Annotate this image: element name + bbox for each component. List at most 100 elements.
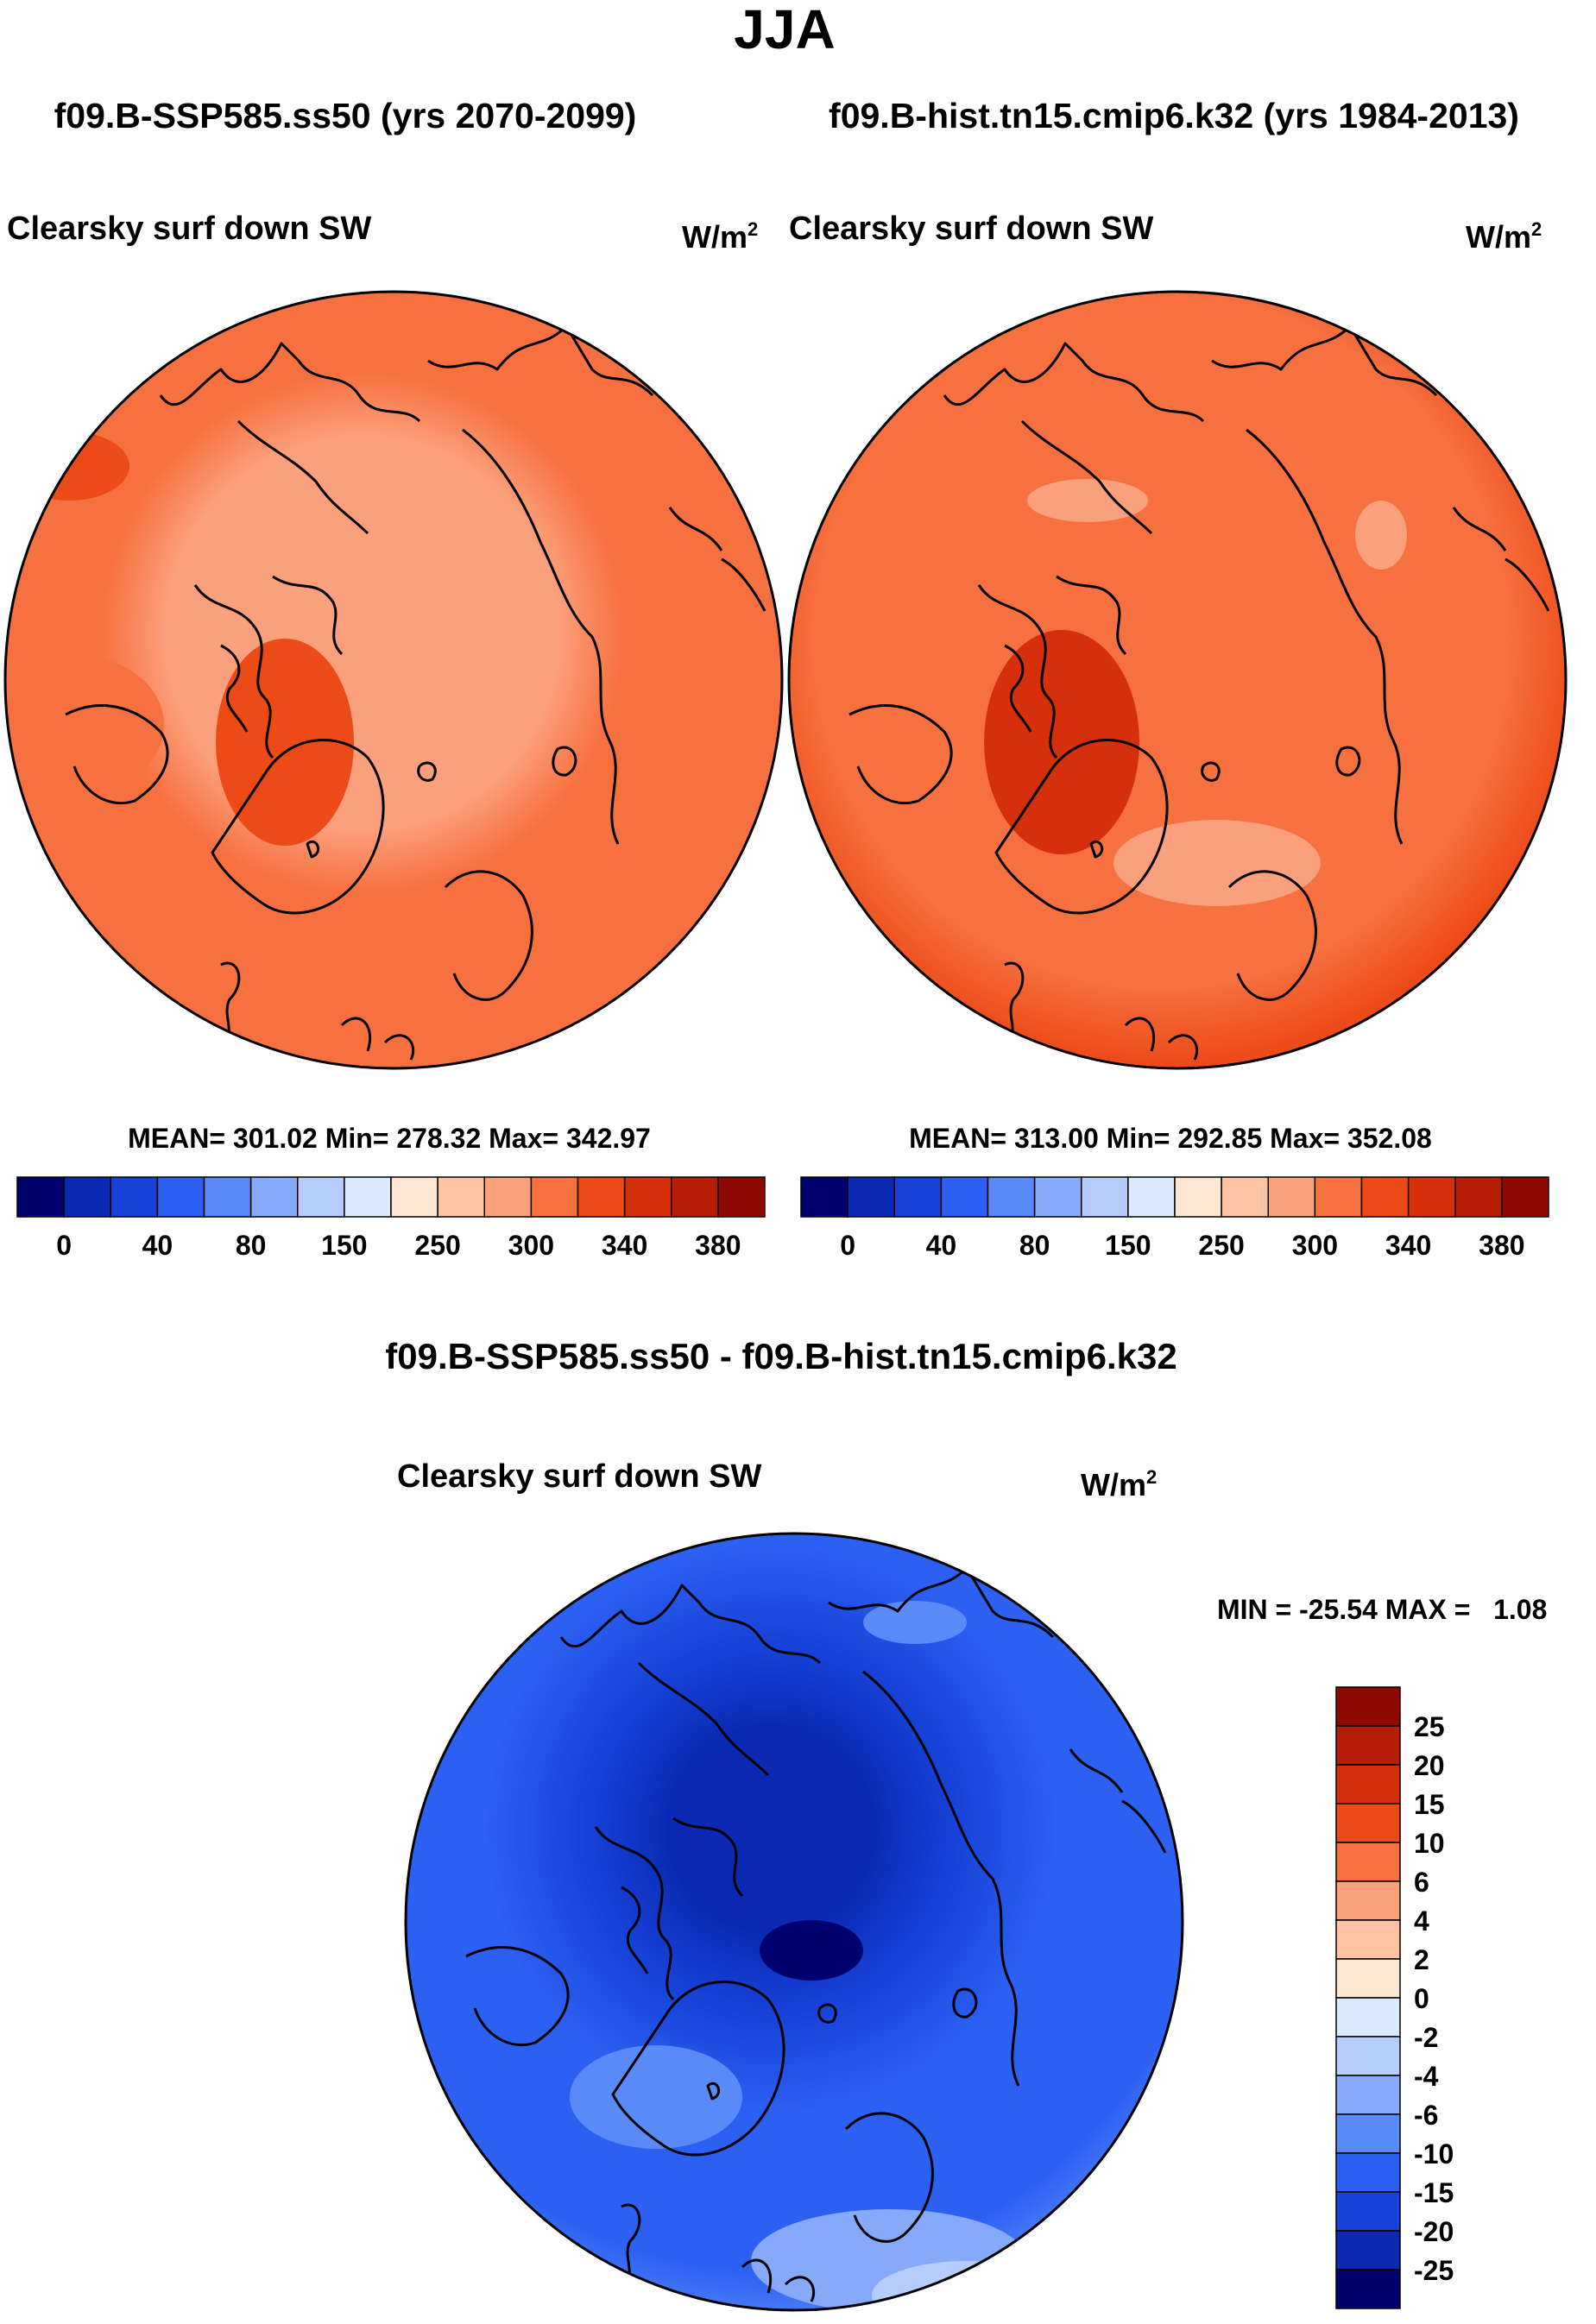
case1-title: f09.B-SSP585.ss50 (yrs 2070-2099) [54,96,637,135]
right-colorbar-swatch [1314,1176,1363,1218]
left-colorbar-swatch [203,1176,252,1218]
left-map-border [3,290,784,1070]
right-colorbar-swatch [1081,1176,1129,1218]
right-colorbar-tick-label: 300 [1292,1230,1338,1261]
diff-colorbar-swatch [1335,2269,1401,2309]
right-colorbar-tick-label: 340 [1385,1230,1431,1261]
diff-units-sup: 2 [1146,1466,1157,1488]
right-colorbar-swatch [893,1176,943,1218]
left-colorbar-tick-label: 380 [695,1230,741,1261]
diff-colorbar-tick-label: -4 [1414,2061,1439,2092]
right-colorbar-swatch [1267,1176,1316,1218]
right-colorbar-swatch [1033,1176,1082,1218]
diff-units: W/m2 [1081,1466,1157,1502]
diff-greenland-weak [570,2045,742,2149]
diff-title: f09.B-SSP585.ss50 - f09.B-hist.tn15.cmip… [385,1336,1176,1376]
right-greenland-high [984,630,1139,854]
left-polar-map [3,290,784,1070]
right-colorbar-swatch [1501,1176,1549,1218]
left-colorbar-tick-label: 300 [508,1230,554,1261]
right-colorbar-swatch [1127,1176,1176,1218]
diff-colorbar-swatch [1335,1919,1401,1960]
diff-colorbar-swatch [1335,2152,1401,2193]
left-units-base: W/m [682,219,748,255]
diff-colorbar-tick-label: 20 [1414,1750,1445,1781]
left-colorbar-swatch [483,1176,533,1218]
diff-colorbar-tick-label: 4 [1414,1905,1429,1937]
diff-field-title: Clearsky surf down SW [397,1458,761,1495]
right-map-field [789,292,1566,1068]
diff-polar-map [404,1532,1184,2312]
diff-colorbar-tick-label: 15 [1414,1789,1445,1820]
diff-colorbar-tick-label: -6 [1414,2100,1438,2131]
diff-colorbar-tick-label: -25 [1414,2255,1454,2286]
left-colorbar-swatch [16,1176,65,1218]
diff-map-border [404,1532,1184,2312]
right-colorbar-swatch [1221,1176,1269,1218]
diff-siberia-weak [863,1601,967,1644]
left-colorbar-swatch [717,1176,766,1218]
right-colorbar [800,1176,1549,1218]
left-colorbar-swatch [530,1176,579,1218]
right-stats: MEAN= 313.00 Min= 292.85 Max= 352.08 [909,1123,1432,1154]
right-colorbar-swatch [1174,1176,1222,1218]
right-colorbar-tick-label: 380 [1479,1230,1524,1261]
right-colorbar-swatch [987,1176,1036,1218]
left-colorbar-swatch [671,1176,719,1218]
right-colorbar-swatch [1407,1176,1456,1218]
diff-colorbar-swatch [1335,2113,1401,2154]
diff-colorbar-tick-label: -15 [1414,2177,1454,2208]
right-siberia-low [1027,479,1148,522]
right-pacific-low [1355,501,1407,570]
left-colorbar-tick-label: 340 [602,1230,647,1261]
diff-min-core [760,1920,863,1981]
diff-colorbar-swatch [1335,1803,1401,1843]
right-colorbar-ticks: 0 40 80 150 250 300 340 380 [840,1230,1524,1261]
left-colorbar-tick-label: 80 [236,1230,267,1261]
diff-stats: MIN = -25.54 MAX = 1.08 [1217,1594,1547,1625]
diff-colorbar-swatch [1335,1958,1401,1999]
right-colorbar-tick-label: 150 [1105,1230,1151,1261]
diff-colorbar-swatch [1335,2075,1401,2115]
left-units-sup: 2 [748,218,758,240]
left-colorbar-swatch [437,1176,485,1218]
left-colorbar-swatch [623,1176,672,1218]
left-map-field [5,292,782,1068]
right-colorbar-swatch [1360,1176,1410,1218]
diff-colorbar-swatch [1335,2036,1401,2076]
diff-colorbar-tick-label: 6 [1414,1867,1429,1898]
left-canada-field [5,656,164,794]
diff-colorbar-tick-label: 25 [1414,1711,1445,1742]
right-colorbar-tick-label: 0 [840,1230,855,1261]
diff-colorbar-swatch [1335,1725,1401,1766]
right-colorbar-swatch [1454,1176,1503,1218]
left-colorbar-swatch [344,1176,392,1218]
right-colorbar-tick-label: 40 [926,1230,957,1261]
left-field-title: Clearsky surf down SW [7,211,371,247]
case2-title: f09.B-hist.tn15.cmip6.k32 (yrs 1984-2013… [829,96,1519,135]
left-colorbar-ticks: 0 40 80 150 250 300 340 380 [56,1230,741,1261]
left-colorbar-swatch [390,1176,438,1218]
diff-colorbar-swatch [1335,1997,1401,2037]
right-units-base: W/m [1466,219,1531,255]
diff-colorbar-tick-label: 2 [1414,1944,1429,1975]
left-colorbar-tick-label: 40 [142,1230,173,1261]
diff-colorbar-swatch [1335,1686,1401,1727]
left-colorbar-swatch [156,1176,205,1218]
right-polar-map [787,290,1568,1070]
right-colorbar-swatch [847,1176,895,1218]
right-colorbar-swatch [800,1176,848,1218]
diff-colorbar-tick-label: -2 [1414,2022,1438,2053]
left-colorbar-swatch [577,1176,626,1218]
left-colorbar-swatch [110,1176,159,1218]
diff-colorbar-tick-label: 10 [1414,1828,1445,1859]
diff-colorbar-swatch [1335,2230,1401,2270]
right-colorbar-tick-label: 80 [1019,1230,1050,1261]
right-map-border [787,290,1568,1070]
diff-units-base: W/m [1081,1467,1146,1502]
diff-colorbar-tick-label: -10 [1414,2138,1454,2170]
diff-colorbar-tick-label: 0 [1414,1983,1429,2014]
left-colorbar-tick-label: 150 [321,1230,367,1261]
